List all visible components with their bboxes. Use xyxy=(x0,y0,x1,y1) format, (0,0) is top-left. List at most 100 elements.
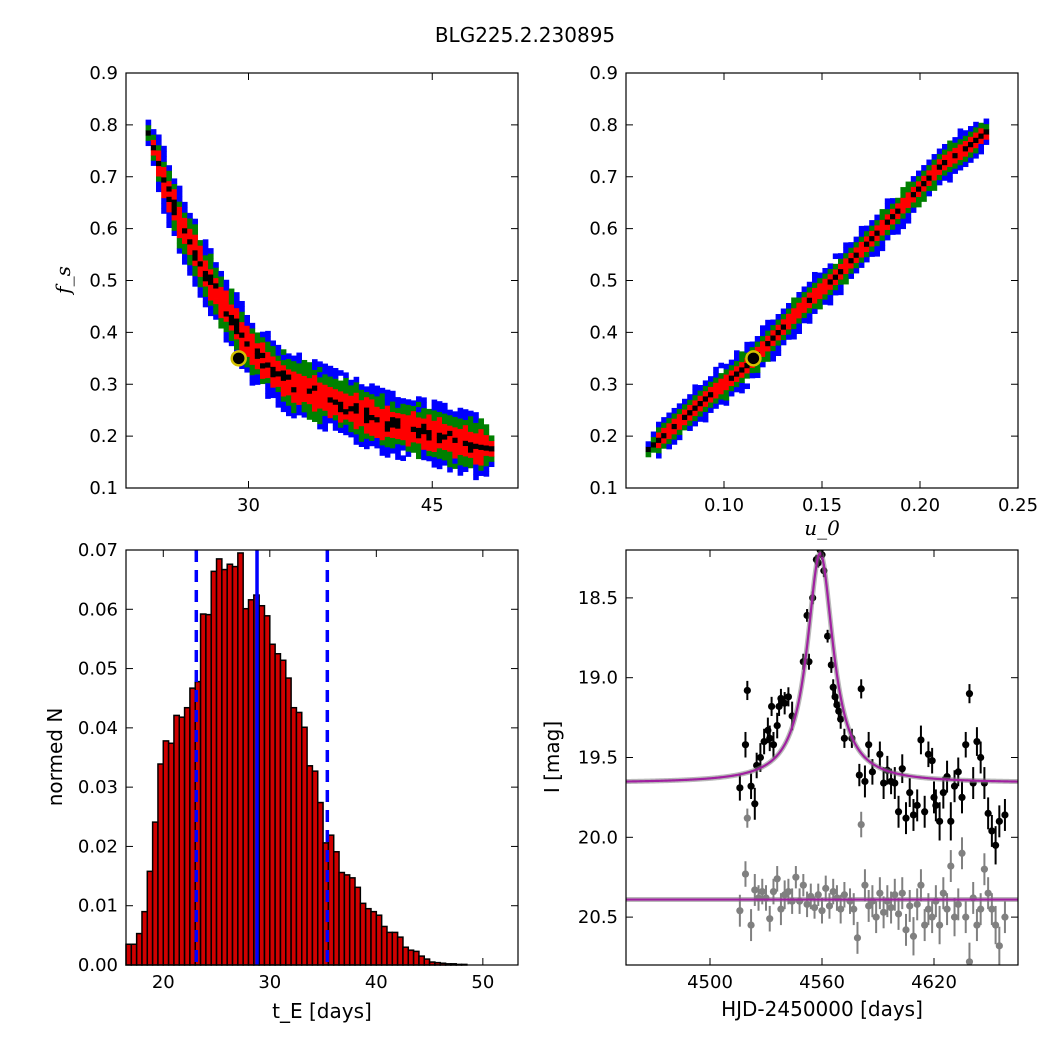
tE-fs-cell xyxy=(202,244,209,251)
tE-fs-cell xyxy=(275,381,282,387)
tE-fs-cell xyxy=(410,400,417,406)
tE-fs-cell xyxy=(390,406,396,412)
tE-fs-cell xyxy=(338,385,344,392)
tE-fs-cell xyxy=(473,474,479,481)
tE-fs-cell xyxy=(228,319,235,326)
u0-fs-cell xyxy=(900,218,906,224)
tE-fs-cell xyxy=(296,368,302,374)
tE-fs-cell xyxy=(343,393,349,399)
lightcurve-point xyxy=(741,741,750,749)
tE-fs-cell xyxy=(182,227,188,234)
lightcurve-point xyxy=(784,693,793,701)
u0-fs-cell xyxy=(895,213,901,219)
u0-fs-cell xyxy=(973,127,979,133)
tE-fs-cell xyxy=(171,178,178,185)
tE-fs-cell xyxy=(447,414,453,421)
tE-fs-cell xyxy=(421,412,427,419)
tE-fs-cell xyxy=(187,249,193,255)
u0-fs-cell xyxy=(858,236,865,242)
u0-fs-xtick-label: 0.10 xyxy=(704,495,744,516)
tE-fs-cell xyxy=(312,416,318,422)
tE-fs-cell xyxy=(187,233,193,240)
tE-fs-cell xyxy=(353,418,360,424)
tE-fs-cell xyxy=(182,233,188,239)
u0-fs-cell xyxy=(978,148,984,155)
tE-fs-cell xyxy=(488,461,495,468)
tE-fs-cell xyxy=(426,414,432,420)
u0-fs-cell xyxy=(957,138,964,145)
u0-fs-cell xyxy=(848,242,854,248)
lightcurve-point xyxy=(973,921,981,929)
tE-fs-cell xyxy=(244,356,250,363)
u0-fs-cell xyxy=(775,334,782,341)
tE-fs-cell xyxy=(291,386,297,393)
histogram-bar xyxy=(247,599,255,966)
u0-fs-cell xyxy=(754,372,761,379)
tE-fs-cell xyxy=(187,244,193,250)
u0-fs-cell xyxy=(942,143,948,150)
tE-fs-cell xyxy=(338,416,344,423)
tE-fs-cell xyxy=(296,394,302,400)
tE-fs-cell xyxy=(483,455,490,462)
tE-fs-cell xyxy=(254,374,261,380)
tE-fs-cell xyxy=(156,181,162,187)
u0-fs-cell xyxy=(936,148,943,155)
u0-fs-cell xyxy=(890,198,896,204)
tE-fs-cell xyxy=(343,419,349,425)
tE-fs-cell xyxy=(400,408,406,415)
u0-fs-cell xyxy=(702,416,709,423)
tE-fs-cell xyxy=(327,391,334,398)
u0-fs-cell xyxy=(910,207,917,213)
tE-fs-cell xyxy=(395,433,401,440)
tE-fs-cell xyxy=(327,376,334,382)
lightcurve-point xyxy=(980,865,989,873)
histogram-bar xyxy=(221,568,228,966)
tE-fs-ytick-label: 0.3 xyxy=(89,374,118,395)
tE-fs-cell xyxy=(228,340,235,347)
tE-fs-cell xyxy=(176,216,183,223)
u0-fs-cell xyxy=(973,137,979,144)
u0-fs-cell xyxy=(838,258,844,264)
u0-fs-cell xyxy=(671,423,678,430)
u0-fs-cell xyxy=(702,396,709,402)
tE-fs-cell xyxy=(405,399,412,405)
tE-fs-cell xyxy=(348,416,354,422)
tE-fs-cell xyxy=(457,433,464,440)
tE-fs-cell xyxy=(244,366,250,373)
u0-fs-cell xyxy=(968,131,974,137)
histogram-ticks: 20 30 40 50 0.00 0.01 0.02 0.03 0.04 0.05 0.06 0.07 xyxy=(78,540,518,993)
tE-fs-ticks: 30 45 0.1 0.2 0.3 0.4 0.5 0.6 0.7 0.8 0.9 xyxy=(89,63,518,516)
tE-fs-cell xyxy=(296,352,302,359)
u0-fs-cell xyxy=(858,262,865,268)
tE-fs-cell xyxy=(280,396,287,402)
histogram-bar xyxy=(306,765,314,966)
tE-fs-cell xyxy=(208,274,214,280)
tE-fs-cell xyxy=(317,361,323,367)
tE-fs-cell xyxy=(442,428,448,435)
tE-fs-cell xyxy=(468,462,474,469)
tE-fs-cell xyxy=(280,364,287,371)
u0-fs-cell xyxy=(858,231,865,237)
tE-fs-cell xyxy=(384,420,391,427)
u0-fs-cell xyxy=(962,130,969,136)
u0-fs-cell xyxy=(926,185,932,192)
u0-fs-cell xyxy=(869,235,875,242)
tE-fs-cell xyxy=(322,425,328,432)
u0-fs-cell xyxy=(978,122,984,129)
lightcurve-point xyxy=(751,800,759,808)
histogram-ytick-label: 0.01 xyxy=(78,896,118,917)
tE-fs-cell xyxy=(208,305,214,311)
tE-fs-cell xyxy=(312,405,318,412)
tE-fs-cell xyxy=(306,398,313,405)
tE-fs-cell xyxy=(384,426,391,432)
u0-fs-cell xyxy=(671,428,678,435)
u0-fs-cell xyxy=(874,225,880,231)
u0-fs-cell xyxy=(910,176,917,182)
u0-fs-cell xyxy=(765,340,771,347)
tE-fs-cell xyxy=(187,270,193,276)
tE-fs-cell xyxy=(416,443,422,449)
u0-fs-cell xyxy=(879,245,886,252)
tE-fs-cell xyxy=(374,390,380,397)
tE-fs-cell xyxy=(452,447,458,454)
u0-fs-cell xyxy=(853,241,860,248)
